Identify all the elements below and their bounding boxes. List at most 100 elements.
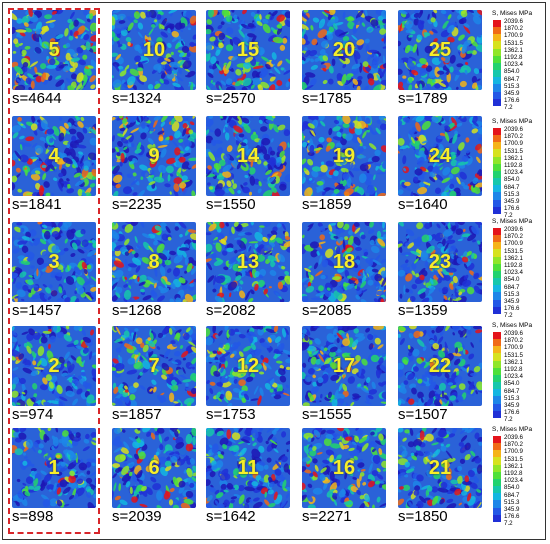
legend-value-label: 1362.1	[504, 358, 523, 366]
legend-title: S, Mises MPa	[492, 10, 533, 17]
legend-title: S, Mises MPa	[492, 322, 533, 329]
legend-value-label: 1362.1	[504, 462, 523, 470]
legend-color-bar	[493, 228, 501, 314]
legend-color-swatch	[493, 332, 501, 340]
legend-title: S, Mises MPa	[492, 426, 533, 433]
legend-value-label: 515.3	[504, 190, 520, 198]
stress-contour-image	[398, 222, 482, 302]
legend-color-swatch	[493, 403, 501, 411]
legend-value-label: 854.0	[504, 276, 520, 284]
legend-color-bar	[493, 20, 501, 106]
legend-color-swatch	[493, 242, 501, 250]
legend-value-label: 7.2	[504, 520, 513, 528]
legend-color-swatch	[493, 84, 501, 92]
legend-color-swatch	[493, 192, 501, 200]
stress-contour-image	[302, 116, 386, 196]
stress-contour-image	[206, 326, 290, 406]
legend-color-swatch	[493, 450, 501, 458]
legend-value-label: 1192.8	[504, 366, 523, 374]
legend-value-label: 1192.8	[504, 262, 523, 270]
legend-color-swatch	[493, 228, 501, 236]
legend-labels: 2039.6 1870.2 1700.9 1531.5 1362.1 1192.8 1023…	[504, 126, 544, 220]
stress-panel-7: 7 s=1857	[112, 326, 196, 434]
legend-color-swatch	[493, 163, 501, 171]
panel-number-label: 18	[332, 250, 356, 273]
stress-contour-image	[398, 428, 482, 508]
legend-value-label: 854.0	[504, 176, 520, 184]
panel-number-label: 8	[148, 250, 160, 273]
legend-value-label: 515.3	[504, 498, 520, 506]
stress-contour-image	[12, 116, 96, 196]
legend-value-label: 345.9	[504, 506, 520, 514]
legend-color-bar	[493, 436, 501, 522]
legend-value-label: 684.7	[504, 387, 520, 395]
stress-panel-11: 11 s=1642	[206, 428, 290, 536]
panel-s-value: s=1785	[302, 90, 352, 107]
legend-value-label: 2039.6	[504, 226, 523, 233]
legend-value-label: 1531.5	[504, 147, 523, 155]
panel-number-label: 14	[236, 144, 260, 167]
panel-s-value: s=1753	[206, 406, 256, 423]
legend-title: S, Mises MPa	[492, 118, 533, 125]
legend-color-swatch	[493, 199, 501, 207]
legend-color-swatch	[493, 135, 501, 143]
legend-value-label: 1362.1	[504, 46, 523, 54]
panel-number-label: 12	[236, 354, 260, 377]
legend-color-swatch	[493, 77, 501, 85]
stress-contour-image	[398, 116, 482, 196]
legend-color-swatch	[493, 346, 501, 354]
legend-value-label: 345.9	[504, 298, 520, 306]
legend-color-swatch	[493, 436, 501, 444]
legend-value-label: 854.0	[504, 68, 520, 76]
panel-s-value: s=1642	[206, 508, 256, 525]
legend-color-swatch	[493, 486, 501, 494]
legend-value-label: 176.6	[504, 409, 520, 417]
legend-color-swatch	[493, 493, 501, 501]
legend-value-label: 1192.8	[504, 162, 523, 170]
legend-value-label: 1192.8	[504, 470, 523, 478]
legend-color-swatch	[493, 256, 501, 264]
legend-color-swatch	[493, 128, 501, 136]
panel-number-label: 15	[236, 38, 260, 61]
panel-number-label: 22	[428, 354, 452, 377]
legend-color-swatch	[493, 98, 501, 106]
highlight-column-outline	[8, 8, 100, 534]
panel-s-value: s=1850	[398, 508, 448, 525]
stress-panel-15: 15 s=2570	[206, 10, 290, 118]
stress-panel-5: 5 s=4644	[12, 10, 96, 118]
legend-color-swatch	[493, 149, 501, 157]
legend-color-swatch	[493, 48, 501, 56]
legend-color-swatch	[493, 514, 501, 522]
stress-contour-image	[112, 222, 196, 302]
legend-color-swatch	[493, 235, 501, 243]
panel-number-label: 23	[428, 250, 452, 273]
legend-labels: 2039.6 1870.2 1700.9 1531.5 1362.1 1192.8 1023…	[504, 226, 544, 320]
stress-panel-12: 12 s=1753	[206, 326, 290, 434]
legend-color-swatch	[493, 299, 501, 307]
legend-color-swatch	[493, 142, 501, 150]
legend-labels: 2039.6 1870.2 1700.9 1531.5 1362.1 1192.8 1023…	[504, 434, 544, 528]
legend-color-swatch	[493, 34, 501, 42]
legend-color-swatch	[493, 292, 501, 300]
panel-number-label: 25	[428, 38, 452, 61]
stress-panel-16: 16 s=2271	[302, 428, 386, 536]
legend-color-swatch	[493, 353, 501, 361]
legend-color-swatch	[493, 457, 501, 465]
stress-panel-17: 17 s=1555	[302, 326, 386, 434]
legend-color-swatch	[493, 374, 501, 383]
panel-number-label: 3	[48, 250, 60, 273]
panel-number-label: 1	[48, 456, 60, 479]
panel-s-value: s=2570	[206, 90, 256, 107]
legend-color-swatch	[493, 27, 501, 35]
stress-panel-3: 3 s=1457	[12, 222, 96, 330]
panel-s-value: s=1268	[112, 302, 162, 319]
legend-value-label: 7.2	[504, 416, 513, 424]
legend-color-swatch	[493, 464, 501, 472]
stress-panel-9: 9 s=2235	[112, 116, 196, 224]
stress-contour-image	[302, 428, 386, 508]
legend-value-label: 1023.4	[504, 373, 523, 381]
legend-value-label: 176.6	[504, 305, 520, 313]
legend-labels: 2039.6 1870.2 1700.9 1531.5 1362.1 1192.8 1023…	[504, 18, 544, 112]
legend-color-swatch	[493, 55, 501, 63]
legend-value-label: 1531.5	[504, 455, 523, 463]
